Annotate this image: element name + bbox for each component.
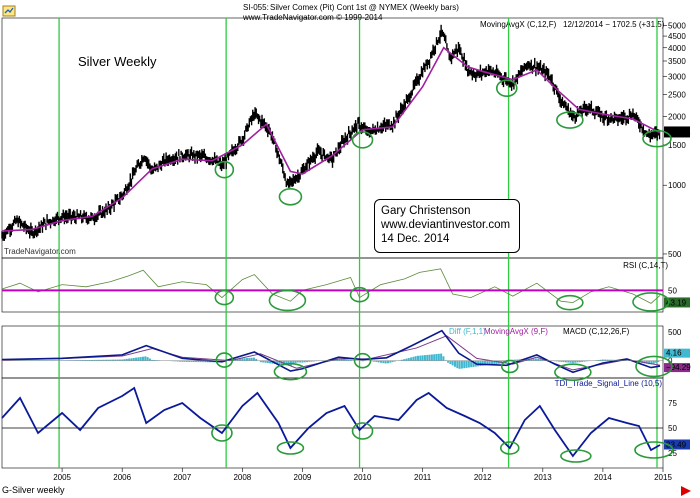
instrument-label: Silver Weekly bbox=[78, 54, 157, 69]
price-tick-label: 5000 bbox=[668, 22, 686, 31]
tdi-tick-label: 75 bbox=[668, 399, 677, 408]
moving-average-legend: MovingAvgX (C,12,F) bbox=[480, 20, 557, 29]
year-label: 2010 bbox=[354, 473, 372, 482]
highlight-circle bbox=[495, 79, 518, 98]
year-label: 2008 bbox=[233, 473, 251, 482]
highlight-circle bbox=[500, 359, 519, 374]
highlight-circle bbox=[556, 111, 584, 129]
highlight-circle bbox=[273, 362, 308, 381]
highlight-circle bbox=[499, 441, 520, 455]
macd-diff-legend: Diff (F,1,1) bbox=[449, 327, 486, 336]
macd-value-box bbox=[664, 363, 690, 373]
year-label: 2014 bbox=[594, 473, 612, 482]
year-label: 2011 bbox=[414, 473, 432, 482]
macd-diff-box bbox=[664, 348, 690, 358]
price-tick-label: 1000 bbox=[668, 181, 686, 190]
macd-line bbox=[1, 329, 661, 374]
chart-menu-icon[interactable] bbox=[2, 2, 16, 17]
highlight-circle bbox=[556, 294, 584, 311]
price-tick-label: 3500 bbox=[668, 57, 686, 66]
tdi-tick-label: 25 bbox=[668, 449, 677, 458]
header-symbol: SI-055: bbox=[243, 3, 269, 12]
tdi-tick-label: 50 bbox=[668, 424, 677, 433]
panel-frame-tdi bbox=[1, 377, 664, 469]
last-price-box bbox=[664, 126, 690, 138]
highlight-circle bbox=[642, 129, 672, 148]
tdi-legend: TDI_Trade_Signal_Line (10,5) bbox=[555, 379, 663, 388]
rsi-value-label: 43.19 bbox=[666, 298, 687, 307]
highlight-circle bbox=[634, 441, 674, 459]
year-label: 2012 bbox=[474, 473, 492, 482]
rsi-50-label: 50 bbox=[668, 286, 677, 295]
macd-signal-line bbox=[1, 335, 661, 371]
highlight-circle bbox=[214, 289, 235, 306]
highlight-circle bbox=[351, 131, 374, 149]
tdi-value-box bbox=[664, 439, 690, 450]
last-quote: 12/12/2014 − 1702.5 (+31.5) bbox=[563, 20, 665, 29]
year-label: 2015 bbox=[654, 473, 672, 482]
year-label: 2005 bbox=[53, 473, 71, 482]
macd-signal-legend: MovingAvgX (9,F) bbox=[484, 327, 548, 336]
macd-diff-value: 4.16 bbox=[666, 349, 682, 358]
watermark: TradeNavigator.com bbox=[4, 247, 76, 256]
price-tick-label: 4500 bbox=[668, 32, 686, 41]
highlight-circle bbox=[351, 422, 374, 440]
highlight-circle bbox=[211, 424, 233, 442]
highlight-circle bbox=[635, 355, 673, 378]
macd-tick-label: 0 bbox=[668, 357, 673, 366]
tdi-value-label: 33.49 bbox=[666, 441, 687, 450]
price-tick-label: 3000 bbox=[668, 72, 686, 81]
highlight-circle bbox=[349, 286, 370, 303]
year-label: 2013 bbox=[534, 473, 552, 482]
author-website: www.deviantinvestor.com bbox=[381, 219, 511, 231]
author-name: Gary Christenson bbox=[381, 205, 471, 217]
year-label: 2006 bbox=[113, 473, 131, 482]
highlight-circle bbox=[353, 352, 372, 369]
highlight-circle bbox=[276, 441, 305, 455]
rsi-value-box bbox=[664, 297, 690, 308]
rsi-line bbox=[1, 268, 661, 304]
macd-legend: MACD (C,12,26,F) bbox=[563, 327, 630, 336]
header-title: Silver Comex (Pit) Cont 1st @ NYMEX (Wee… bbox=[270, 3, 459, 12]
highlight-circle bbox=[560, 449, 592, 463]
price-tick-label: 500 bbox=[668, 250, 682, 259]
author-annotation: Gary Christenson www.deviantinvestor.com… bbox=[374, 199, 520, 253]
rsi-legend: RSI (C,14,T) bbox=[623, 261, 668, 270]
macd-value-label: −94.29 bbox=[666, 363, 691, 372]
scroll-right-arrow-icon[interactable] bbox=[681, 486, 691, 496]
highlight-circle bbox=[268, 289, 307, 312]
price-tick-label: 2500 bbox=[668, 90, 686, 99]
macd-tick-label: 500 bbox=[668, 328, 682, 337]
price-tick-label: 4000 bbox=[668, 44, 686, 53]
header-site: www.TradeNavigator.com © 1999-2014 bbox=[242, 13, 383, 22]
page-footer: G-Silver weekly bbox=[2, 485, 65, 495]
tdi-line bbox=[1, 386, 661, 458]
price-tick-label: 1500 bbox=[668, 141, 686, 150]
year-label: 2009 bbox=[294, 473, 312, 482]
highlight-circle bbox=[554, 363, 592, 382]
panel-frame-rsi bbox=[1, 257, 664, 313]
year-label: 2007 bbox=[173, 473, 191, 482]
last-price-label: 1702.5 bbox=[666, 128, 691, 137]
highlight-circle bbox=[278, 187, 303, 206]
highlight-circle bbox=[214, 160, 235, 179]
highlight-circle bbox=[215, 352, 234, 368]
moving-average-line bbox=[1, 46, 661, 232]
highlight-circle bbox=[632, 292, 670, 312]
price-tick-label: 2000 bbox=[668, 112, 686, 121]
annotation-date: 14 Dec. 2014 bbox=[381, 233, 450, 245]
